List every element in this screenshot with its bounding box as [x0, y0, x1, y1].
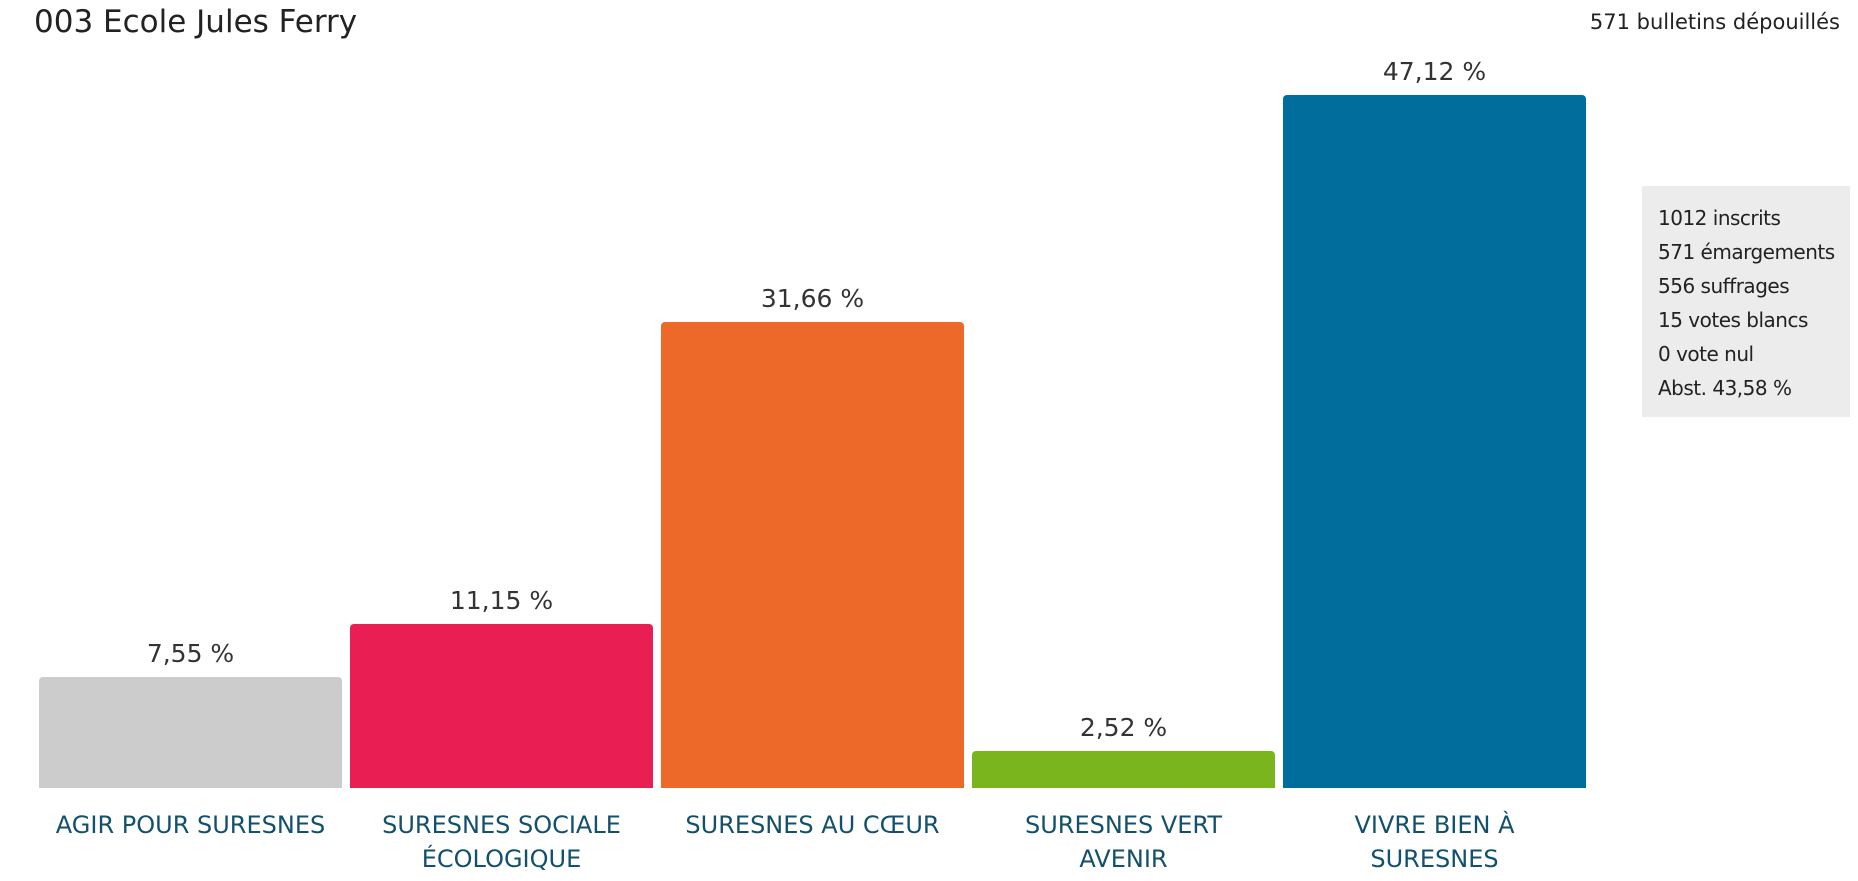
value-label: 2,52 % [1079, 712, 1168, 742]
value-label: 7,55 % [146, 638, 235, 668]
chart-subtitle: 571 bulletins dépouillés [1589, 10, 1840, 34]
stat-line: 1012 inscrits [1658, 206, 1781, 230]
stat-line: 556 suffrages [1658, 274, 1790, 298]
value-label: 47,12 % [1382, 57, 1487, 86]
bar [972, 750, 1275, 788]
stat-line: 0 vote nul [1658, 342, 1754, 366]
bar [350, 624, 653, 788]
stat-line: Abst. 43,58 % [1658, 376, 1792, 400]
category-label: AGIR POUR SURESNES [55, 811, 326, 839]
bar [661, 322, 964, 788]
stat-line: 571 émargements [1658, 240, 1835, 264]
bar [1283, 95, 1586, 788]
category-label: SURESNES VERT AVENIR [1024, 811, 1223, 873]
category-label: SURESNES SOCIALE ÉCOLOGIQUE [382, 811, 621, 873]
bar [39, 676, 342, 788]
chart-title: 003 Ecole Jules Ferry [34, 4, 358, 40]
category-label: VIVRE BIEN À SURESNES [1354, 811, 1515, 873]
category-label: SURESNES AU CŒUR [685, 811, 940, 839]
stats-box: 1012 inscrits 571 émargements 556 suffrage… [1642, 186, 1850, 417]
stat-line: 15 votes blancs [1658, 308, 1808, 332]
value-label: 31,66 % [760, 284, 865, 314]
value-label: 11,15 % [449, 586, 554, 615]
